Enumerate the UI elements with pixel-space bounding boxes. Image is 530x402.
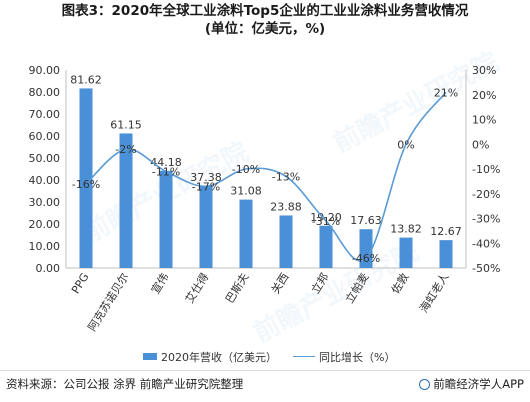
bar	[399, 237, 413, 268]
growth-line	[85, 91, 447, 262]
growth-point-label: -16%	[72, 178, 100, 191]
growth-point-label: 0%	[397, 138, 414, 151]
bar	[159, 170, 173, 268]
bar-value-label: 81.62	[70, 73, 102, 86]
category-tick-label: 艾仕得	[183, 271, 212, 306]
growth-point-label: -13%	[272, 170, 300, 183]
y-right-tick-label: -30%	[472, 213, 500, 226]
growth-point-label: 21%	[434, 86, 458, 99]
y-right-tick-label: -20%	[472, 188, 500, 201]
bar	[439, 240, 453, 268]
legend-bar-swatch	[143, 353, 157, 360]
bar-value-label: 31.08	[230, 185, 262, 198]
bar	[119, 133, 133, 268]
y-left-tick-label: 50.00	[29, 152, 61, 165]
y-right-tick-label: -50%	[472, 262, 500, 275]
growth-point-label: -2%	[115, 143, 136, 156]
y-left-tick-label: 90.00	[29, 64, 61, 77]
y-right-tick-label: 20%	[472, 89, 496, 102]
chart-subtitle: (单位：亿美元，%)	[204, 21, 326, 37]
category-tick-label: PPG	[69, 271, 92, 296]
bar	[319, 225, 333, 268]
y-left-tick-label: 40.00	[29, 174, 61, 187]
category-tick-label: 关西	[268, 270, 292, 296]
growth-point-label: -46%	[352, 252, 380, 265]
bar-value-label: 19.20	[310, 211, 342, 224]
y-right-tick-label: 10%	[472, 114, 496, 127]
category-tick-label: 阿克苏诺贝尔	[86, 271, 132, 334]
growth-point-label: -11%	[152, 165, 180, 178]
bar-value-label: 37.38	[190, 171, 222, 184]
bar-value-label: 61.15	[110, 118, 142, 131]
category-tick-label: 海虹老人	[416, 270, 451, 315]
bar-value-label: 44.18	[150, 156, 182, 169]
brand-credit: 前瞻经济学人APP	[419, 376, 524, 392]
source-note: 资料来源：公司公报 涂界 前瞻产业研究院整理	[6, 377, 244, 391]
bar	[359, 229, 373, 268]
bar	[239, 199, 253, 268]
bar	[79, 88, 93, 268]
y-right-tick-label: -10%	[472, 163, 500, 176]
y-left-tick-label: 0.00	[36, 262, 61, 275]
footer-divider	[0, 370, 530, 371]
growth-point-label: -17%	[192, 180, 220, 193]
y-right-tick-label: 30%	[472, 64, 496, 77]
category-tick-label: 巴斯夫	[223, 271, 252, 306]
growth-point-label: -10%	[232, 163, 260, 176]
bar-value-label: 17.63	[350, 214, 382, 227]
bar	[199, 185, 213, 268]
chart-title: 图表3：2020年全球工业涂料Top5企业的工业业涂料业务营收情况	[61, 3, 469, 19]
brand-logo-icon	[419, 379, 431, 390]
legend-line-swatch	[293, 356, 315, 357]
bar-value-label: 23.88	[270, 200, 302, 213]
legend-line-label: 同比增长（%）	[319, 351, 396, 364]
legend-bar-label: 2020年营收（亿美元）	[161, 351, 277, 364]
growth-point-label: -31%	[312, 215, 340, 228]
chart-legend: 2020年营收（亿美元） 同比增长（%）	[0, 349, 530, 365]
brand-name: 前瞻经济学人APP	[433, 377, 524, 391]
y-left-tick-label: 30.00	[29, 196, 61, 209]
bar	[279, 215, 293, 268]
category-tick-label: 宣伟	[148, 270, 172, 296]
bar-value-label: 13.82	[390, 223, 422, 236]
y-left-tick-label: 80.00	[29, 86, 61, 99]
y-left-tick-label: 20.00	[29, 218, 61, 231]
y-left-tick-label: 60.00	[29, 130, 61, 143]
bar-value-label: 12.67	[430, 225, 462, 238]
y-right-tick-label: 0%	[472, 138, 489, 151]
y-left-tick-label: 10.00	[29, 240, 61, 253]
y-right-tick-label: -40%	[472, 237, 500, 250]
y-left-tick-label: 70.00	[29, 108, 61, 121]
